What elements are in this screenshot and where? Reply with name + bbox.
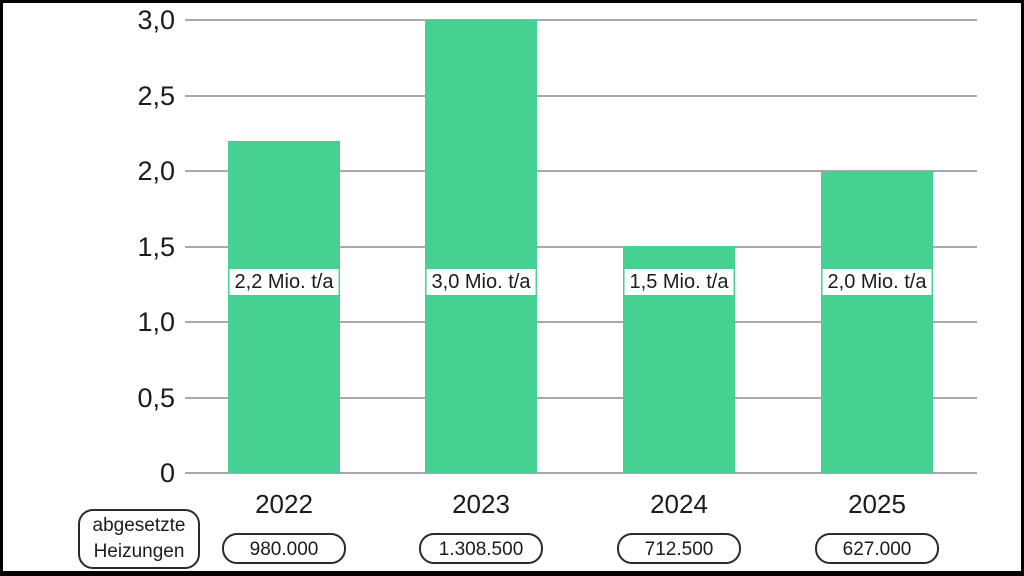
gridline-0,5 xyxy=(185,397,977,399)
footer-value-pill-2024: 712.500 xyxy=(617,533,741,564)
bar-value-label-2022: 2,2 Mio. t/a xyxy=(229,269,339,295)
y-axis-tick-label: 2,5 xyxy=(137,81,175,111)
bar-2023 xyxy=(425,20,537,473)
y-axis-tick-label: 0 xyxy=(159,458,175,488)
y-axis-tick-label: 3,0 xyxy=(137,5,175,35)
bar-value-label-2024: 1,5 Mio. t/a xyxy=(624,269,734,295)
gridline-1,0 xyxy=(185,321,977,323)
x-axis-label-2022: 2022 xyxy=(255,489,313,519)
bar-2022 xyxy=(228,141,340,473)
gridline-2,0 xyxy=(185,170,977,172)
gridline-0 xyxy=(185,472,977,474)
bar-value-label-2025: 2,0 Mio. t/a xyxy=(822,269,932,295)
y-axis-tick-label: 1,0 xyxy=(137,307,175,337)
x-axis-label-2024: 2024 xyxy=(650,489,708,519)
y-axis-tick-label: 0,5 xyxy=(137,383,175,413)
bar-value-label-2023: 3,0 Mio. t/a xyxy=(426,269,536,295)
y-axis-tick-label: 2,0 xyxy=(137,156,175,186)
gridline-2,5 xyxy=(185,95,977,97)
x-axis-label-2025: 2025 xyxy=(848,489,906,519)
legend-box: abgesetzte Heizungen xyxy=(78,509,200,569)
footer-value-pill-2025: 627.000 xyxy=(815,533,939,564)
bar-2025 xyxy=(821,171,933,473)
gridline-3,0 xyxy=(185,19,977,21)
gridline-1,5 xyxy=(185,246,977,248)
y-axis-tick-label: 1,5 xyxy=(137,232,175,262)
footer-value-pill-2022: 980.000 xyxy=(222,533,346,564)
legend-label: abgesetzte Heizungen xyxy=(92,515,186,562)
footer-value-pill-2023: 1.308.500 xyxy=(419,533,543,564)
x-axis-label-2023: 2023 xyxy=(452,489,510,519)
